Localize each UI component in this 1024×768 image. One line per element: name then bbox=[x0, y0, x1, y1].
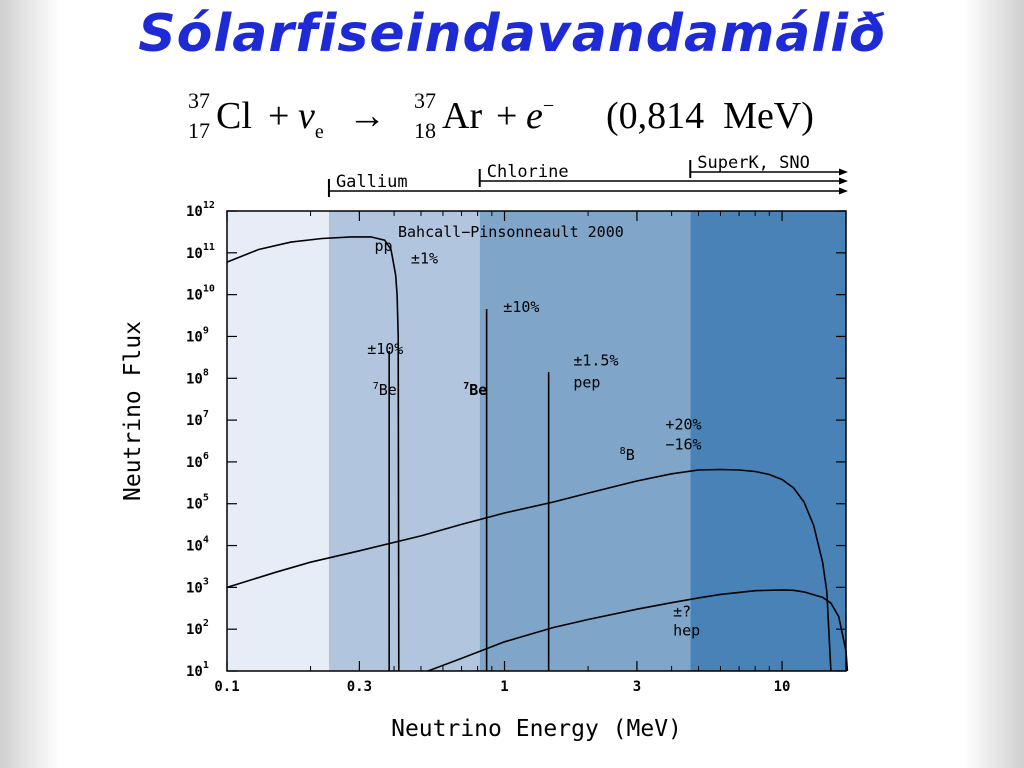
annotation-text: B bbox=[626, 446, 635, 464]
series-8b-curve bbox=[226, 468, 832, 672]
threshold-region-2 bbox=[479, 211, 691, 671]
x-tick-label: 1 bbox=[500, 679, 508, 695]
y-tick-label: 104 bbox=[186, 535, 209, 555]
y-tick-label: 1010 bbox=[186, 284, 215, 304]
annotation-label: hep bbox=[673, 622, 700, 640]
arrow-icon bbox=[839, 177, 848, 185]
y-tick-label: 106 bbox=[186, 451, 209, 471]
neutrino-symbol: νe bbox=[298, 95, 324, 143]
y-tick-exponent: 7 bbox=[203, 409, 209, 420]
y-tick-label: 109 bbox=[186, 325, 209, 345]
argon-symbol: Ar bbox=[442, 95, 483, 137]
argon-mass-number: 37 bbox=[414, 88, 436, 113]
chlorine-symbol: Cl bbox=[216, 95, 252, 137]
arrow-icon: → bbox=[348, 95, 386, 137]
y-tick-exponent: 3 bbox=[203, 576, 209, 587]
arrow-icon bbox=[839, 187, 848, 195]
annotation-label: ±? bbox=[673, 603, 691, 621]
y-tick-exponent: 6 bbox=[203, 451, 209, 462]
x-tick-label: 0.1 bbox=[214, 679, 239, 695]
x-tick-label: 10 bbox=[774, 679, 791, 695]
nu-subscript: e bbox=[314, 121, 324, 143]
plus-sign: + bbox=[268, 95, 290, 137]
x-axis-label: Neutrino Energy (MeV) bbox=[391, 716, 682, 742]
series-pp-curve bbox=[226, 236, 400, 672]
y-tick-exponent: 10 bbox=[203, 284, 215, 295]
plot-frame bbox=[226, 210, 847, 672]
y-tick-label: 105 bbox=[186, 493, 209, 513]
slide-title: Sólarfiseindavandamálið bbox=[138, 4, 886, 64]
threshold-region-0 bbox=[227, 211, 329, 671]
annotation-label: pp bbox=[374, 237, 392, 255]
y-tick-exponent: 9 bbox=[203, 325, 209, 336]
y-tick-label: 107 bbox=[186, 409, 209, 429]
electron-symbol: e− bbox=[526, 95, 555, 142]
x-tick-label: 0.3 bbox=[347, 679, 372, 695]
y-tick-exponent: 8 bbox=[203, 367, 209, 378]
experiment-label: Chlorine bbox=[487, 162, 569, 182]
annotation-text: Be bbox=[379, 381, 397, 399]
annotation-label: pep bbox=[573, 374, 600, 392]
y-tick-label: 102 bbox=[186, 618, 209, 638]
y-tick-exponent: 4 bbox=[203, 535, 209, 546]
annotation-superscript: 7 bbox=[373, 381, 379, 392]
annotations: pp±1%±10%7Be±10%7Be±1.5%pep+20%−16%8B±?h… bbox=[367, 237, 701, 640]
y-tick-label: 101 bbox=[186, 660, 209, 680]
arrow-icon bbox=[839, 168, 848, 176]
y-tick-exponent: 5 bbox=[203, 493, 209, 504]
threshold-regions bbox=[227, 211, 846, 671]
annotation-label: 7Be bbox=[463, 381, 487, 399]
y-axis-label: Neutrino Flux bbox=[120, 321, 146, 501]
annotation-label: 7Be bbox=[373, 381, 397, 399]
x-tick-label: 3 bbox=[633, 679, 641, 695]
y-tick-label: 103 bbox=[186, 576, 209, 596]
annotation-label: 8B bbox=[620, 446, 635, 464]
y-tick-label: 1011 bbox=[186, 242, 215, 262]
chart-title: Bahcall−Pinsonneault 2000 bbox=[398, 223, 624, 241]
chlorine-mass-number: 37 bbox=[188, 88, 210, 113]
y-tick-exponent: 12 bbox=[203, 200, 215, 211]
y-tick-exponent: 2 bbox=[203, 618, 209, 629]
annotation-label: ±1% bbox=[411, 250, 438, 268]
experiment-ranges: Gallium Chlorine SuperK, SNO bbox=[327, 153, 848, 197]
annotation-text: Be bbox=[469, 381, 487, 399]
annotation-label: ±1.5% bbox=[573, 352, 618, 370]
electron-charge: − bbox=[542, 95, 555, 117]
annotation-label: −16% bbox=[665, 435, 701, 453]
flux-curves bbox=[226, 236, 849, 672]
reaction-equation: 37 17 Cl + νe → 37 18 Ar + e− (0,814 MeV… bbox=[188, 84, 848, 148]
plus-sign: + bbox=[496, 95, 518, 137]
y-tick-exponent: 1 bbox=[203, 660, 209, 671]
threshold-energy: (0,814 MeV) bbox=[606, 95, 814, 137]
nu-glyph: ν bbox=[298, 95, 315, 137]
electron-glyph: e bbox=[526, 95, 543, 137]
line-sources bbox=[388, 309, 550, 671]
y-tick-label: 108 bbox=[186, 367, 209, 387]
y-tick-label: 1012 bbox=[186, 200, 215, 220]
annotation-label: ±10% bbox=[503, 298, 539, 316]
experiment-label: SuperK, SNO bbox=[697, 153, 810, 173]
annotation-label: +20% bbox=[665, 415, 701, 433]
threshold-region-1 bbox=[328, 211, 480, 671]
y-tick-exponent: 11 bbox=[203, 242, 215, 253]
argon-atomic-number: 18 bbox=[414, 118, 436, 143]
annotation-superscript: 8 bbox=[620, 446, 626, 457]
series-hep-curve bbox=[427, 589, 849, 672]
threshold-region-3 bbox=[690, 211, 846, 671]
chlorine-atomic-number: 17 bbox=[188, 118, 210, 143]
annotation-label: ±10% bbox=[367, 340, 403, 358]
annotation-superscript: 7 bbox=[463, 381, 469, 392]
experiment-label: Gallium bbox=[336, 172, 408, 192]
